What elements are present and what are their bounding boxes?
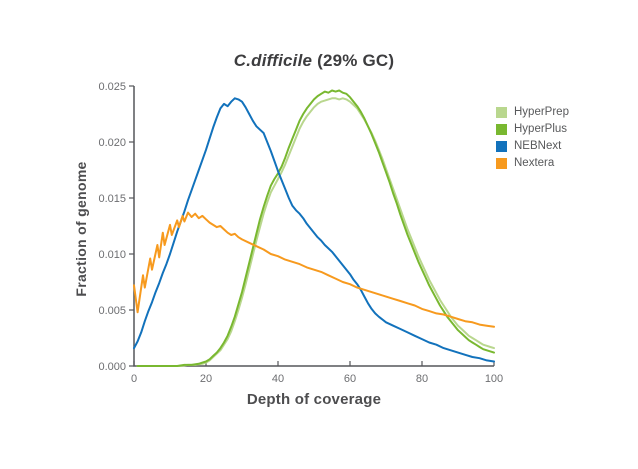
legend-item-nebnext: NEBNext [496,140,569,152]
series-line-hyperplus [136,89,495,367]
y-tick-label-0.005: 0.005 [98,305,126,317]
y-axis-title: Fraction of genome [73,161,89,297]
y-tick-label-0.015: 0.015 [98,193,126,205]
legend-item-hyperprep: HyperPrep [496,106,569,118]
y-tick-label-0.025: 0.025 [98,81,126,93]
x-tick-label-40: 40 [272,373,284,385]
legend-swatch-nextera [496,157,507,169]
y-tick-label-0.010: 0.010 [98,249,126,261]
y-tick-label-0.000: 0.000 [98,361,126,373]
x-axis-title: Depth of coverage [246,391,382,408]
legend-label-nextera: Nextera [514,157,555,169]
chart-title-species: C.difficile [233,51,313,70]
x-tick-label-20: 20 [200,373,212,385]
legend-label-hyperplus: HyperPlus [514,123,568,135]
legend-swatch-nebnext [496,140,507,152]
y-tick-label-0.020: 0.020 [98,137,126,149]
chart-title-gc: (29% GC) [312,51,395,70]
chart-title: C.difficile (29% GC) [134,51,494,71]
x-tick-label-0: 0 [131,373,137,385]
series-line-nebnext [133,97,495,363]
legend-label-hyperprep: HyperPrep [514,106,569,118]
x-tick-label-80: 80 [416,373,428,385]
legend-item-hyperplus: HyperPlus [496,123,569,135]
series-line-nextera [133,211,495,328]
legend-item-nextera: Nextera [496,157,569,169]
legend-swatch-hyperplus [496,123,507,135]
x-tick-label-100: 100 [485,373,503,385]
axis-lines [133,86,494,367]
legend-swatch-hyperprep [496,106,507,118]
legend-label-nebnext: NEBNext [514,140,562,152]
legend: HyperPrep HyperPlus NEBNext Nextera [496,106,569,174]
x-tick-label-60: 60 [344,373,356,385]
series-line-hyperprep [136,97,495,367]
